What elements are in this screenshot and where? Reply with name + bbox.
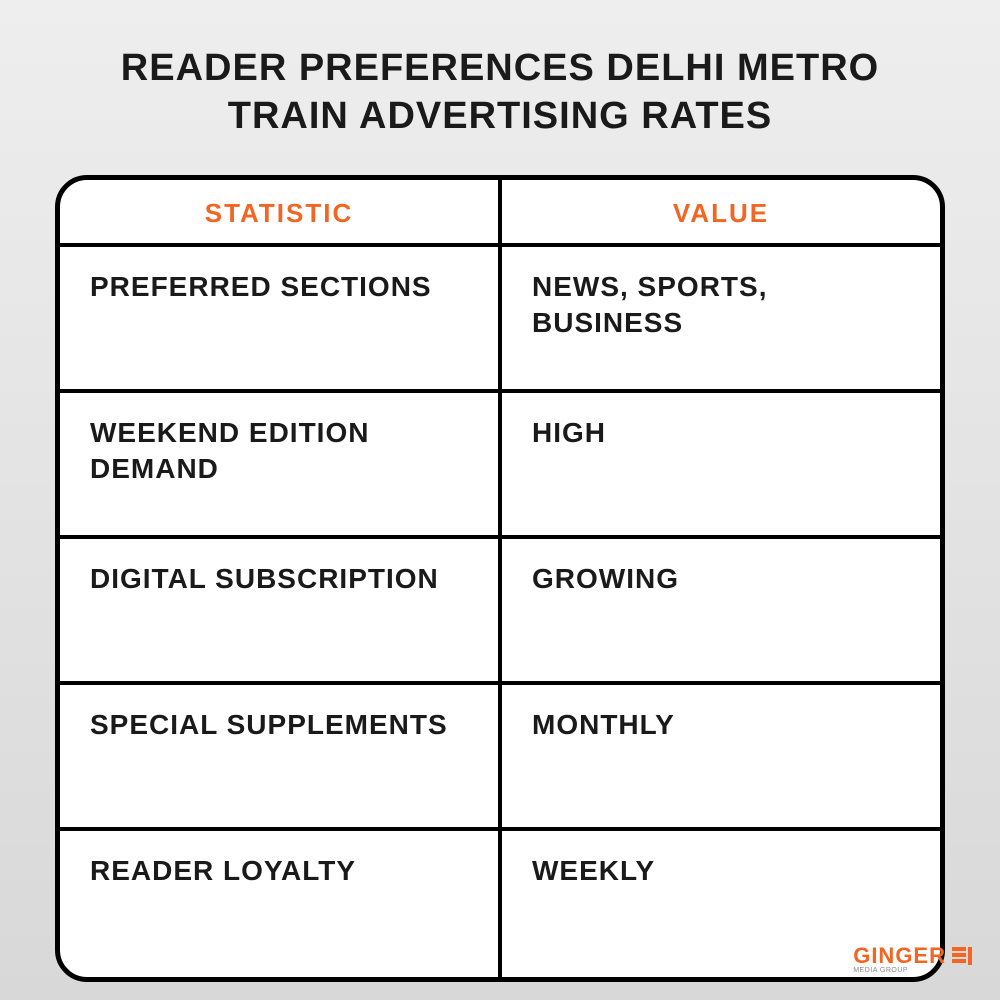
table-row: WEEKEND EDITION DEMAND HIGH	[60, 393, 940, 539]
value-cell: MONTHLY	[502, 685, 940, 827]
brand-sub: MEDIA GROUP	[853, 967, 908, 974]
column-header-statistic: STATISTIC	[60, 180, 502, 243]
value-cell: GROWING	[502, 539, 940, 681]
table-row: READER LOYALTY WEEKLY	[60, 831, 940, 977]
statistic-cell: PREFERRED SECTIONS	[60, 247, 502, 389]
table-row: DIGITAL SUBSCRIPTION GROWING	[60, 539, 940, 685]
value-cell: NEWS, SPORTS, BUSINESS	[502, 247, 940, 389]
statistic-cell: READER LOYALTY	[60, 831, 502, 977]
column-header-value: VALUE	[502, 180, 940, 243]
statistic-cell: SPECIAL SUPPLEMENTS	[60, 685, 502, 827]
table-header-row: STATISTIC VALUE	[60, 180, 940, 247]
table-row: SPECIAL SUPPLEMENTS MONTHLY	[60, 685, 940, 831]
brand-name: GINGER	[853, 943, 946, 969]
data-table: STATISTIC VALUE PREFERRED SECTIONS NEWS,…	[55, 175, 945, 982]
statistic-cell: WEEKEND EDITION DEMAND	[60, 393, 502, 535]
brand-logo: GINGER MEDIA GROUP	[853, 943, 972, 974]
table-row: PREFERRED SECTIONS NEWS, SPORTS, BUSINES…	[60, 247, 940, 393]
statistic-cell: DIGITAL SUBSCRIPTION	[60, 539, 502, 681]
value-cell: HIGH	[502, 393, 940, 535]
page-title: READER PREFERENCES DELHI METRO TRAIN ADV…	[0, 0, 1000, 175]
brand-icon	[952, 947, 972, 971]
